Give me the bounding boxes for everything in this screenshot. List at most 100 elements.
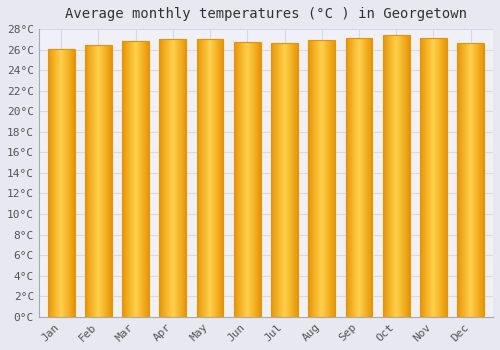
Bar xyxy=(111,46,112,317)
Bar xyxy=(364,38,365,317)
Bar xyxy=(200,39,202,317)
Bar xyxy=(164,39,165,317)
Bar xyxy=(61,49,62,317)
Bar xyxy=(108,46,109,317)
Bar xyxy=(175,39,176,317)
Bar xyxy=(196,39,198,317)
Bar xyxy=(296,43,298,317)
Bar xyxy=(470,43,472,317)
Bar xyxy=(358,38,359,317)
Bar xyxy=(172,39,173,317)
Bar xyxy=(317,40,318,317)
Bar xyxy=(445,38,446,317)
Bar xyxy=(148,41,149,317)
Bar xyxy=(437,38,438,317)
Bar xyxy=(168,39,169,317)
Bar xyxy=(244,42,246,317)
Bar xyxy=(85,46,112,317)
Bar xyxy=(318,40,319,317)
Bar xyxy=(320,40,321,317)
Bar xyxy=(250,42,252,317)
Bar xyxy=(368,38,369,317)
Bar xyxy=(123,41,124,317)
Bar xyxy=(215,39,216,317)
Bar xyxy=(312,40,313,317)
Bar xyxy=(142,41,143,317)
Bar xyxy=(279,43,280,317)
Bar xyxy=(98,46,99,317)
Bar xyxy=(55,49,56,317)
Bar xyxy=(216,39,217,317)
Bar xyxy=(479,43,480,317)
Bar xyxy=(430,38,431,317)
Bar xyxy=(59,49,60,317)
Bar xyxy=(248,42,250,317)
Bar xyxy=(96,46,97,317)
Bar xyxy=(333,40,334,317)
Bar xyxy=(284,43,285,317)
Bar xyxy=(362,38,363,317)
Bar xyxy=(131,41,132,317)
Bar xyxy=(371,38,372,317)
Bar xyxy=(286,43,287,317)
Bar xyxy=(67,49,68,317)
Bar xyxy=(246,42,248,317)
Bar xyxy=(285,43,286,317)
Bar xyxy=(238,42,240,317)
Bar xyxy=(103,46,104,317)
Bar xyxy=(278,43,279,317)
Bar xyxy=(165,39,166,317)
Bar xyxy=(391,35,392,317)
Bar xyxy=(311,40,312,317)
Bar xyxy=(57,49,58,317)
Bar xyxy=(94,46,95,317)
Bar xyxy=(464,43,466,317)
Bar xyxy=(208,39,210,317)
Bar xyxy=(144,41,145,317)
Bar xyxy=(429,38,430,317)
Bar xyxy=(214,39,215,317)
Bar xyxy=(357,38,358,317)
Bar xyxy=(69,49,70,317)
Bar xyxy=(387,35,388,317)
Bar xyxy=(428,38,429,317)
Bar xyxy=(458,43,484,317)
Bar xyxy=(213,39,214,317)
Bar xyxy=(161,39,162,317)
Bar xyxy=(52,49,53,317)
Bar xyxy=(130,41,131,317)
Bar xyxy=(176,39,177,317)
Bar xyxy=(438,38,439,317)
Bar xyxy=(56,49,57,317)
Bar xyxy=(330,40,331,317)
Bar xyxy=(315,40,316,317)
Bar xyxy=(126,41,127,317)
Bar xyxy=(122,41,149,317)
Bar xyxy=(282,43,283,317)
Bar xyxy=(140,41,141,317)
Bar xyxy=(439,38,440,317)
Bar xyxy=(133,41,134,317)
Bar xyxy=(442,38,443,317)
Bar xyxy=(97,46,98,317)
Bar xyxy=(458,43,460,317)
Bar xyxy=(313,40,314,317)
Bar xyxy=(254,42,256,317)
Bar xyxy=(92,46,93,317)
Bar xyxy=(220,39,221,317)
Bar xyxy=(288,43,289,317)
Bar xyxy=(167,39,168,317)
Bar xyxy=(70,49,71,317)
Bar xyxy=(95,46,96,317)
Bar xyxy=(329,40,330,317)
Bar xyxy=(402,35,403,317)
Bar xyxy=(383,35,384,317)
Bar xyxy=(431,38,432,317)
Bar xyxy=(273,43,274,317)
Bar xyxy=(460,43,462,317)
Bar xyxy=(85,46,86,317)
Bar xyxy=(427,38,428,317)
Bar xyxy=(435,38,436,317)
Bar xyxy=(221,39,222,317)
Bar xyxy=(283,43,284,317)
